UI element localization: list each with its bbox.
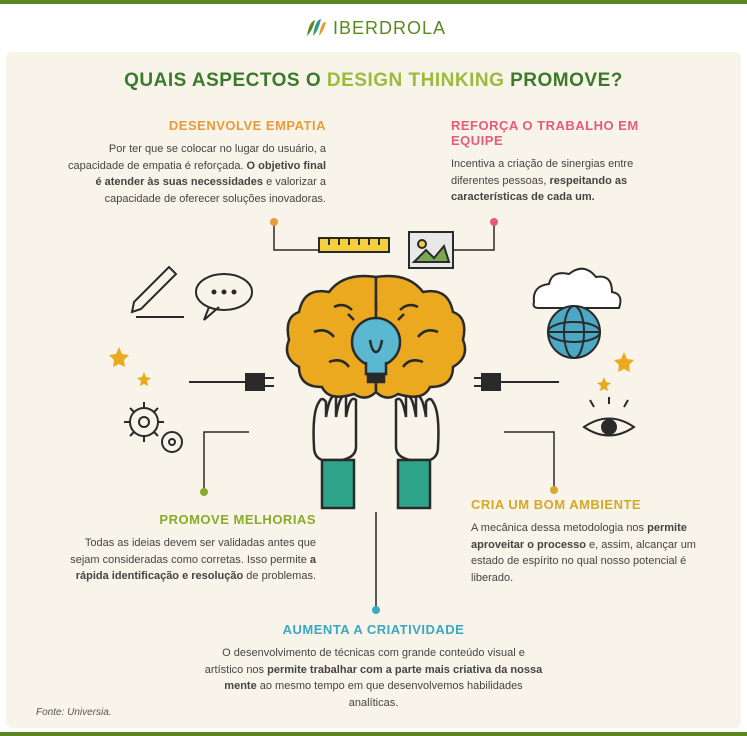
main-title: QUAIS ASPECTOS O DESIGN THINKING PROMOVE… (36, 70, 711, 92)
speech-icon (196, 274, 252, 320)
picture-icon (409, 232, 453, 268)
ruler-icon (319, 238, 389, 252)
logo-bar: IBERDROLA (0, 4, 747, 52)
central-illustration (94, 232, 654, 512)
hands-icon (313, 396, 438, 508)
plug-left-icon (189, 374, 274, 390)
leaf-icon (301, 14, 329, 42)
section-text: Todas as ideias devem ser validadas ante… (66, 535, 316, 585)
section-empathy: DESENVOLVE EMPATIA Por ter que se coloca… (66, 118, 326, 207)
section-text: Incentiva a criação de sinergias entre d… (451, 156, 681, 206)
infographic-panel: QUAIS ASPECTOS O DESIGN THINKING PROMOVE… (6, 52, 741, 728)
brand-text: IBERDROLA (333, 18, 446, 39)
star-icon (109, 347, 151, 386)
section-title: DESENVOLVE EMPATIA (66, 118, 326, 133)
star-icon (597, 352, 634, 391)
section-text: Por ter que se colocar no lugar do usuár… (66, 141, 326, 207)
brand-logo: IBERDROLA (301, 14, 446, 42)
section-title: PROMOVE MELHORIAS (66, 512, 316, 527)
gears-icon (124, 402, 182, 452)
section-text: A mecânica dessa metodologia nos permite… (471, 520, 701, 586)
pencil-icon (132, 267, 184, 317)
section-creativity: AUMENTA A CRIATIVIDADE O desenvolvimento… (204, 622, 544, 711)
plug-right-icon (474, 374, 559, 390)
eye-icon (584, 397, 634, 436)
section-title: REFORÇA O TRABALHO EM EQUIPE (451, 118, 681, 148)
source-label: Fonte: Universia. (36, 707, 112, 718)
bottom-bar (0, 732, 747, 736)
section-text: O desenvolvimento de técnicas com grande… (204, 645, 544, 711)
section-improvements: PROMOVE MELHORIAS Todas as ideias devem … (66, 512, 316, 585)
section-teamwork: REFORÇA O TRABALHO EM EQUIPE Incentiva a… (451, 118, 681, 206)
cloud-globe-icon (533, 269, 620, 358)
section-title: AUMENTA A CRIATIVIDADE (204, 622, 544, 637)
